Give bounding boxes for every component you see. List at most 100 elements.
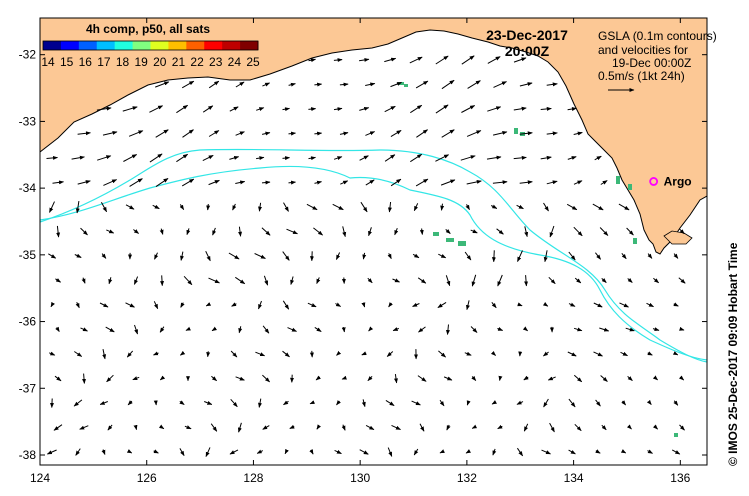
x-tick-label: 134 xyxy=(564,471,584,485)
velocity-arrow xyxy=(230,398,238,408)
velocity-arrow xyxy=(647,253,653,259)
velocity-arrow xyxy=(595,449,601,454)
velocity-arrow xyxy=(464,351,472,356)
velocity-arrow xyxy=(208,179,220,186)
velocity-arrow xyxy=(235,131,245,136)
velocity-arrow xyxy=(71,155,85,160)
velocity-arrow xyxy=(568,449,576,455)
velocity-arrow xyxy=(387,447,393,457)
velocity-arrow xyxy=(77,180,91,185)
velocity-arrow xyxy=(626,227,634,236)
velocity-arrow xyxy=(516,204,524,210)
velocity-arrow xyxy=(154,252,159,260)
velocity-arrow xyxy=(108,277,113,285)
velocity-arrow xyxy=(101,253,107,259)
velocity-arrow xyxy=(490,204,498,209)
colorbar-label: 20 xyxy=(153,55,167,69)
velocity-arrow xyxy=(133,424,138,431)
x-axis: 124 126 128 130 132 134 136 xyxy=(30,18,691,485)
velocity-arrow xyxy=(183,275,193,286)
velocity-arrow xyxy=(361,351,367,356)
velocity-arrow xyxy=(361,302,366,308)
velocity-arrow xyxy=(679,326,685,331)
velocity-arrow xyxy=(445,229,451,234)
colorbar-label: 14 xyxy=(41,55,55,69)
colorbar-swatch xyxy=(132,41,151,50)
velocity-arrow xyxy=(384,105,396,113)
velocity-arrow xyxy=(679,375,685,381)
velocity-arrow xyxy=(128,130,144,137)
velocity-arrow xyxy=(153,449,159,454)
velocity-arrow xyxy=(470,326,478,333)
velocity-arrow xyxy=(74,253,82,258)
velocity-arrow xyxy=(50,301,55,308)
velocity-arrow xyxy=(540,106,552,111)
velocity-arrow xyxy=(621,400,626,406)
y-tick-label: -33 xyxy=(19,114,37,128)
velocity-arrow xyxy=(155,177,169,188)
velocity-arrow xyxy=(134,324,138,335)
velocity-arrow xyxy=(601,278,607,283)
velocity-arrow xyxy=(211,326,217,332)
velocity-arrow xyxy=(365,179,375,186)
velocity-arrow xyxy=(595,252,601,260)
velocity-arrow xyxy=(342,226,347,238)
colorbar-swatch xyxy=(96,41,116,50)
velocity-arrow xyxy=(359,449,369,455)
velocity-arrow xyxy=(335,252,341,260)
velocity-arrow xyxy=(573,131,583,136)
legend-line-3: 19-Dec 00:00Z xyxy=(612,56,691,70)
velocity-arrow xyxy=(627,376,633,381)
velocity-arrow xyxy=(446,424,451,431)
colorbar-swatch xyxy=(240,41,259,50)
velocity-arrow xyxy=(149,153,163,163)
velocity-arrow xyxy=(308,156,316,161)
velocity-arrow xyxy=(153,301,159,310)
velocity-arrow xyxy=(359,106,370,111)
island xyxy=(663,230,693,245)
velocity-arrow xyxy=(49,201,55,213)
velocity-arrow xyxy=(102,130,118,136)
velocity-arrow xyxy=(315,375,321,381)
velocity-arrow xyxy=(673,400,679,406)
velocity-arrow xyxy=(620,449,627,454)
velocity-arrow xyxy=(256,156,265,161)
velocity-arrow xyxy=(621,252,627,260)
velocity-arrow xyxy=(336,400,341,406)
velocity-arrow xyxy=(440,203,445,211)
velocity-arrow xyxy=(394,374,398,384)
velocity-arrow xyxy=(210,423,218,432)
colorbar: 4h comp, p50, all sats 14 15 16 17 18 19 20 21 2… xyxy=(41,22,260,69)
velocity-arrow xyxy=(471,274,477,287)
velocity-arrow xyxy=(309,400,316,405)
velocity-arrow xyxy=(77,131,91,136)
velocity-arrow xyxy=(286,228,298,235)
velocity-arrow xyxy=(360,201,368,213)
velocity-arrow xyxy=(288,82,296,87)
velocity-arrow xyxy=(519,82,533,87)
y-tick-label: -36 xyxy=(19,315,37,329)
velocity-arrow xyxy=(497,327,504,331)
velocity-arrow xyxy=(599,227,609,236)
colorbar-swatch xyxy=(43,41,62,50)
velocity-arrow xyxy=(672,351,679,356)
velocity-arrow xyxy=(258,398,262,408)
velocity-arrow xyxy=(368,326,374,332)
velocity-arrow xyxy=(391,424,401,431)
velocity-arrow xyxy=(653,277,659,284)
velocity-arrow xyxy=(498,375,503,381)
velocity-arrow xyxy=(334,449,342,455)
velocity-arrow xyxy=(547,376,556,381)
velocity-arrow xyxy=(341,327,346,333)
velocity-arrow xyxy=(56,225,61,238)
colorbar-label: 23 xyxy=(209,55,223,69)
x-tick-label: 128 xyxy=(243,471,263,485)
velocity-arrow xyxy=(49,351,56,356)
velocity-arrow xyxy=(497,274,503,287)
velocity-arrow xyxy=(54,375,62,382)
velocity-arrow xyxy=(384,154,396,162)
velocity-arrow xyxy=(496,228,504,235)
velocity-arrow xyxy=(543,202,549,212)
velocity-arrow xyxy=(122,106,138,112)
velocity-arrow xyxy=(361,399,366,408)
